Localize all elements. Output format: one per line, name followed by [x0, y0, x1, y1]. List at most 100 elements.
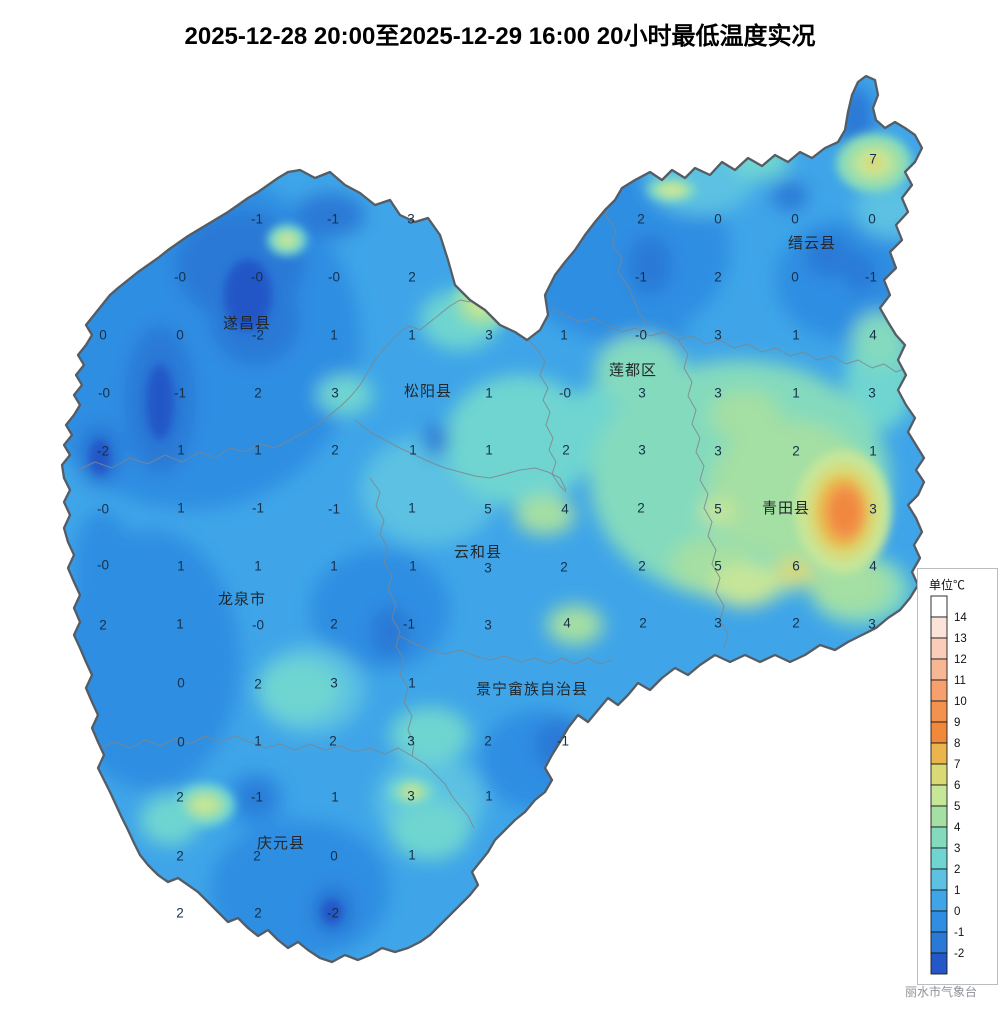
temp-value: 1	[408, 676, 416, 691]
temp-value: 2	[408, 270, 416, 285]
temp-value: 1	[330, 559, 338, 574]
temp-value: 2	[714, 270, 722, 285]
temp-value: 1	[485, 386, 493, 401]
temp-value: 2	[638, 559, 646, 574]
temp-value: 0	[176, 328, 184, 343]
legend-cell	[930, 721, 948, 744]
county-label: 龙泉市	[218, 590, 266, 608]
temp-value: 3	[331, 386, 339, 401]
temp-value: 1	[792, 328, 800, 343]
temp-value: -2	[327, 906, 339, 921]
county-label: 遂昌县	[223, 314, 271, 332]
temp-value: 3	[484, 561, 492, 576]
temp-value: 3	[868, 617, 876, 632]
legend-cell	[930, 910, 948, 933]
temp-value: 3	[484, 618, 492, 633]
temp-value: 3	[407, 734, 415, 749]
temp-value: 3	[714, 616, 722, 631]
temp-value: 0	[99, 328, 107, 343]
legend-tick-label: -1	[954, 927, 964, 939]
legend-tick-label: 14	[954, 612, 967, 624]
legend-tick-label: 12	[954, 654, 967, 666]
temp-value: 2	[637, 501, 645, 516]
temp-value: 3	[407, 212, 415, 227]
legend-title: 单位℃	[929, 578, 966, 592]
temp-value: 2	[331, 443, 339, 458]
temp-value: 3	[407, 789, 415, 804]
temp-value: -0	[251, 270, 263, 285]
temp-value: 1	[331, 790, 339, 805]
county-label: 庆元县	[257, 834, 305, 852]
legend-cell	[930, 805, 948, 828]
temp-value: 3	[714, 328, 722, 343]
temp-value: 2	[176, 849, 184, 864]
temp-value: -0	[98, 386, 110, 401]
county-label: 松阳县	[404, 382, 452, 400]
legend-tick-label: 4	[954, 822, 961, 834]
temp-value: 1	[177, 501, 185, 516]
temp-value: -0	[635, 328, 647, 343]
temp-value: 0	[177, 735, 185, 750]
county-label: 青田县	[762, 499, 810, 517]
temp-value: 2	[562, 443, 570, 458]
temp-value: -1	[557, 734, 569, 749]
map-title: 2025-12-28 20:00至2025-12-29 16:00 20小时最低…	[184, 23, 816, 50]
temp-value: 1	[408, 501, 416, 516]
legend-cell	[930, 763, 948, 786]
temp-value: 0	[868, 212, 876, 227]
legend-tick-label: 7	[954, 759, 960, 771]
temp-value: -1	[251, 212, 263, 227]
legend-tick-label: 13	[954, 633, 967, 645]
temp-value: 3	[868, 386, 876, 401]
temp-value: -1	[252, 501, 264, 516]
legend-cell	[930, 847, 948, 870]
temperature-values-layer: 7 -1 -1 3 2 0 0 0 -0 -0 -0 2 -1 2 0 -1 0 0 -2 1 1 3 1 -0 3 1 4 -0 -1…	[97, 152, 877, 921]
legend-cell	[930, 952, 948, 975]
legend-cell	[930, 679, 948, 702]
temp-value: 4	[561, 502, 569, 517]
legend-tick-label: 9	[954, 717, 960, 729]
temp-value: 4	[869, 559, 877, 574]
temp-value: -1	[174, 386, 186, 401]
temp-value: -1	[403, 617, 415, 632]
temp-value: 7	[869, 152, 877, 167]
temp-value: 2	[254, 906, 262, 921]
temp-value: 0	[714, 212, 722, 227]
legend-cell	[930, 784, 948, 807]
temp-value: -1	[635, 270, 647, 285]
attribution-text: 丽水市气象台	[904, 985, 977, 999]
temp-value: 2	[254, 677, 262, 692]
legend-tick-label: -2	[954, 948, 964, 960]
temp-value: 1	[792, 386, 800, 401]
temp-value: 2	[637, 212, 645, 227]
legend-tick-label: 10	[954, 696, 967, 708]
legend-cell	[930, 931, 948, 954]
temp-value: 1	[485, 789, 493, 804]
legend-tick-label: 1	[954, 885, 960, 897]
legend-cell	[930, 595, 948, 618]
county-label: 景宁畲族自治县	[476, 680, 588, 698]
temp-value: 4	[563, 616, 571, 631]
temp-value: -0	[97, 502, 109, 517]
temp-value: 1	[408, 848, 416, 863]
temp-value: 2	[253, 849, 261, 864]
temp-value: 2	[792, 444, 800, 459]
temp-value: 2	[484, 734, 492, 749]
temp-value: 2	[329, 734, 337, 749]
legend-panel: 单位℃ 14 13 12 11 10 9 8 7 6 5 4 3 2 1 0 -1 -2	[917, 568, 998, 985]
temp-value: 2	[176, 790, 184, 805]
legend-tick-label: 2	[954, 864, 960, 876]
legend-cell	[930, 889, 948, 912]
temp-value: 3	[869, 502, 877, 517]
legend-cell	[930, 616, 948, 639]
temp-value: 2	[176, 906, 184, 921]
temp-value: 2	[99, 618, 107, 633]
temp-value: 1	[177, 443, 185, 458]
temp-value: 1	[409, 559, 417, 574]
temp-value: -2	[252, 328, 264, 343]
temp-value: 1	[408, 328, 416, 343]
temp-value: -1	[328, 502, 340, 517]
